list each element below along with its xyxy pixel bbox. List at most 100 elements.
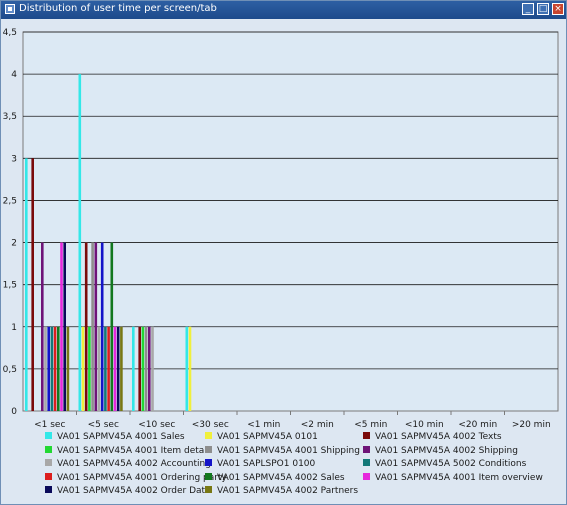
legend-label: VA01 SAPMV45A 4002 Order Data	[57, 486, 211, 496]
y-tick-label: 2,5	[3, 196, 17, 206]
x-tick-label: <30 sec	[192, 420, 229, 429]
legend-label: VA01 SAPMV45A 4002 Texts	[375, 432, 502, 442]
x-tick-label: <10 min	[405, 420, 444, 429]
legend-item: VA01 SAPMV45A 4001 Shipping	[205, 445, 360, 458]
bar	[151, 326, 154, 411]
bar	[91, 242, 94, 411]
bar	[148, 326, 151, 411]
x-tick-label: <20 min	[458, 420, 497, 429]
legend-label: VA01 SAPMV45A 4002 Partners	[217, 486, 359, 496]
legend-swatch	[205, 459, 212, 466]
y-tick-label: 1	[11, 323, 17, 333]
legend-label: VA01 SAPMV45A 4002 Sales	[217, 472, 345, 483]
legend-label: VA01 SAPMV45A 4002 Accounting	[57, 459, 211, 469]
legend-item: VA01 SAPMV45A 4001 Item overview	[363, 472, 543, 485]
minimize-button[interactable]: _	[522, 3, 534, 15]
bar	[81, 326, 85, 411]
legend-label: VA01 SAPMV45A 4001 Ordering party	[57, 472, 227, 483]
close-button[interactable]: ×	[552, 3, 564, 15]
bar	[110, 242, 114, 411]
bar	[63, 242, 66, 411]
legend-item: VA01 SAPMV45A 5002 Conditions	[363, 458, 526, 471]
x-tick-label: <10 sec	[138, 420, 175, 429]
maximize-button[interactable]: □	[537, 3, 549, 15]
bar	[113, 326, 117, 411]
legend-item: VA01 SAPMV45A 4002 Accounting	[45, 458, 211, 471]
legend-label: VA01 SAPLSPO1 0100	[217, 459, 316, 469]
legend-label: VA01 SAPMV45A 4001 Sales	[57, 432, 185, 442]
legend-label: VA01 SAPMV45A 4001 Item detail	[57, 445, 210, 456]
y-tick-label: 0,5	[3, 365, 17, 375]
bar-chart: 0 0,5 1 1,5 2 2,5 3 3,5 4 4,5 <1 sec <5 sec <10 sec <…	[3, 28, 559, 429]
legend-item: VA01 SAPLSPO1 0100	[205, 458, 315, 471]
bar	[107, 326, 110, 411]
legend-swatch	[363, 432, 370, 439]
legend-item: VA01 SAPMV45A 4001 Ordering party	[45, 472, 227, 485]
legend-item: VA01 SAPMV45A 4001 Item detail	[45, 445, 209, 458]
y-tick-label: 1,5	[3, 281, 17, 291]
legend-swatch	[45, 459, 52, 466]
legend-swatch	[205, 432, 212, 439]
legend-item: VA01 SAPMV45A 4002 Shipping	[363, 445, 518, 458]
bar	[53, 326, 57, 411]
bar	[116, 326, 120, 411]
bar	[138, 326, 141, 411]
bar	[25, 158, 28, 411]
y-tick-label: 4,5	[3, 28, 17, 38]
bar	[120, 326, 123, 411]
legend-label: VA01 SAPMV45A 4001 Item overview	[375, 472, 543, 483]
legend-item: VA01 SAPMV45A 4001 Sales	[45, 431, 185, 444]
legend-label: VA01 SAPMV45A 5002 Conditions	[375, 459, 527, 469]
bar	[50, 326, 54, 411]
legend-item: VA01 SAPMV45A 4002 Sales	[205, 472, 345, 485]
legend-label: VA01 SAPMV45A 0101	[217, 432, 318, 442]
legend-swatch	[363, 472, 370, 480]
bar	[47, 326, 50, 411]
bar	[41, 242, 44, 411]
y-tick-label: 2	[11, 239, 17, 249]
title-bar[interactable]: Distribution of user time per screen/tab…	[1, 1, 566, 19]
legend-swatch	[45, 432, 52, 439]
legend-item: VA01 SAPMV45A 4002 Texts	[363, 431, 502, 444]
bar	[94, 242, 98, 411]
bar	[188, 326, 192, 411]
legend-swatch	[205, 472, 212, 480]
bar	[132, 326, 135, 411]
x-tick-label: <2 min	[301, 420, 334, 429]
legend-item: VA01 SAPMV45A 0101	[205, 431, 318, 444]
y-tick-label: 3	[11, 154, 17, 164]
x-tick-label: <5 min	[354, 420, 387, 429]
bar	[144, 326, 148, 411]
bar	[104, 326, 107, 411]
bar	[78, 74, 82, 411]
bar	[185, 326, 189, 411]
chart-window-icon	[5, 4, 15, 14]
legend-item: VA01 SAPMV45A 4002 Partners	[205, 485, 358, 498]
legend-swatch	[45, 486, 52, 493]
y-tick-label: 4	[11, 70, 17, 80]
x-tick-label: <5 sec	[88, 420, 119, 429]
legend-swatch	[363, 459, 370, 466]
bar	[57, 326, 60, 411]
legend-item: VA01 SAPMV45A 4002 Order Data	[45, 485, 211, 498]
bar	[88, 326, 91, 411]
y-tick-label: 3,5	[3, 112, 17, 122]
x-tick-label: <1 sec	[34, 420, 65, 429]
x-tick-label: <1 min	[247, 420, 280, 429]
legend-swatch	[363, 445, 370, 453]
y-tick-label: 0	[11, 407, 17, 417]
x-tick-label: >20 min	[512, 420, 551, 429]
legend-label: VA01 SAPMV45A 4002 Shipping	[375, 445, 518, 456]
legend-swatch	[205, 445, 212, 453]
bar	[97, 326, 101, 411]
legend-swatch	[205, 486, 212, 493]
chart-legend: VA01 SAPMV45A 4001 Sales VA01 SAPMV45A 01…	[45, 431, 565, 503]
legend-swatch	[45, 445, 52, 453]
bar	[66, 326, 70, 411]
bar	[44, 326, 47, 411]
bar	[100, 242, 104, 411]
legend-label: VA01 SAPMV45A 4001 Shipping	[217, 445, 360, 456]
bar	[31, 158, 34, 411]
legend-swatch	[45, 472, 52, 480]
